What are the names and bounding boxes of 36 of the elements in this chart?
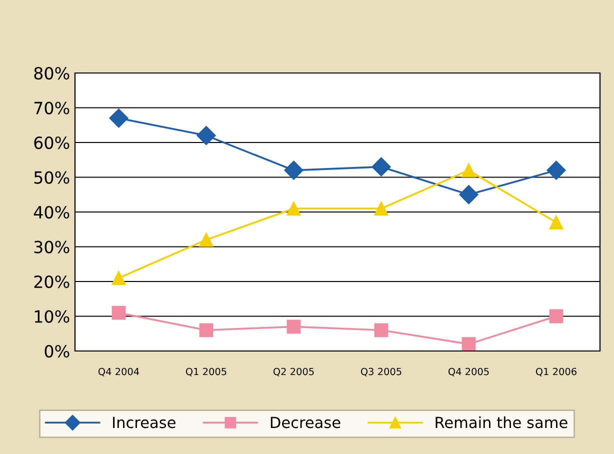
point (109, 108, 128, 128)
y-tick-label: 60% (34, 136, 70, 150)
point (372, 157, 391, 176)
point (374, 202, 388, 216)
y-tick-label: 80% (34, 66, 70, 80)
x-tick-label: Q1 2006 (536, 368, 576, 376)
y-tick-label: 10% (34, 310, 70, 323)
point (199, 323, 214, 338)
y-tick-label: 70% (34, 102, 70, 114)
y-tick-label: 0% (44, 344, 70, 358)
x-tick-label: Q1 2005 (186, 368, 226, 376)
x-tick-label: Q4 2004 (98, 368, 140, 376)
x-tick-label: Q2 2005 (273, 368, 314, 376)
legend-label: Remain the same (436, 416, 568, 428)
legend-label: Increase (113, 416, 176, 428)
point (549, 309, 564, 324)
point (549, 215, 564, 230)
point (284, 160, 304, 180)
point (112, 306, 126, 320)
point (286, 202, 301, 216)
x-tick-label: Q4 2005 (448, 368, 489, 376)
point (199, 232, 214, 247)
point (286, 320, 301, 334)
point (374, 323, 388, 338)
y-tick-label: 30% (34, 240, 70, 254)
y-tick-label: 50% (34, 171, 70, 184)
point (462, 163, 476, 178)
point (546, 160, 566, 180)
point (112, 271, 126, 285)
point (462, 337, 476, 351)
point (196, 126, 216, 146)
x-tick-label: Q3 2005 (360, 368, 402, 376)
point (459, 185, 478, 204)
y-tick-label: 20% (34, 275, 70, 288)
legend-label: Decrease (270, 416, 340, 428)
y-tick-label: 40% (34, 206, 70, 219)
